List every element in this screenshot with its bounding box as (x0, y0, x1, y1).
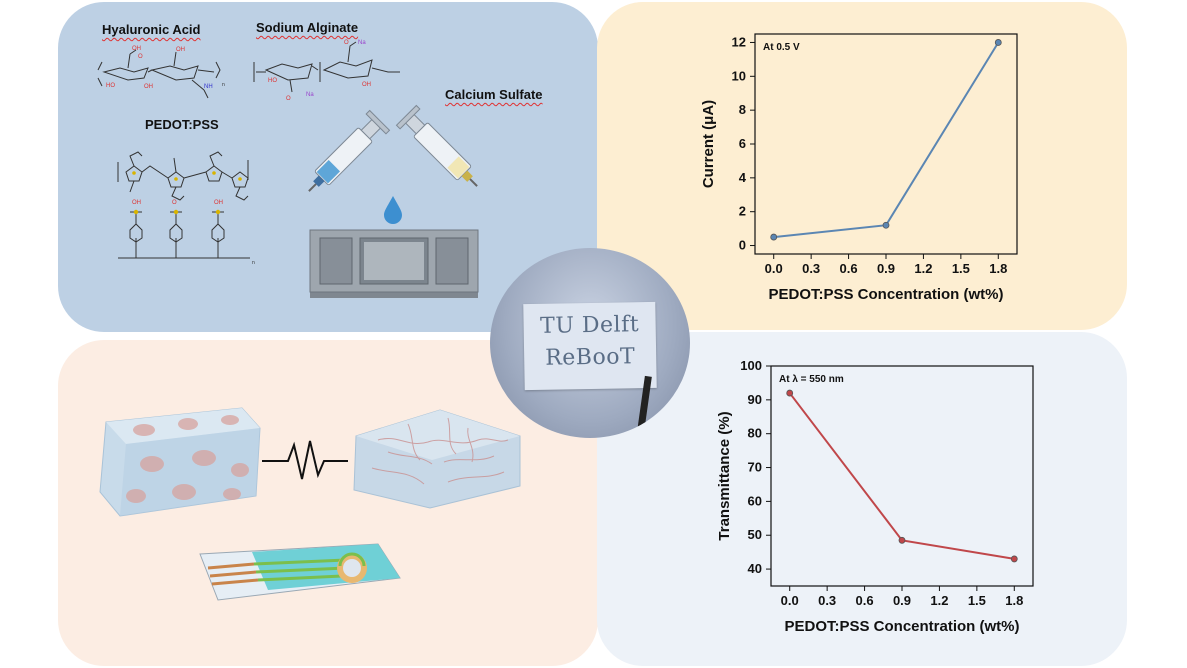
droplet-icon (384, 196, 402, 224)
svg-text:OH: OH (144, 84, 153, 90)
svg-text:O: O (286, 96, 291, 102)
svg-text:O: O (138, 54, 143, 60)
data-point (1010, 555, 1018, 563)
current-chart-panel (597, 2, 1127, 330)
x-tick-label: 0.3 (802, 261, 820, 276)
svg-text:OH: OH (132, 46, 141, 52)
data-point (770, 233, 778, 241)
svg-text:HO: HO (106, 83, 115, 89)
hydrogel-block-right (353, 409, 521, 509)
svg-text:OH: OH (132, 200, 141, 206)
svg-text:OH: OH (214, 200, 223, 206)
y-tick-label: 70 (748, 460, 762, 475)
electrode-sensor-icon (199, 543, 401, 601)
x-tick-label: 1.5 (968, 593, 986, 608)
x-tick-label: 0.0 (765, 261, 783, 276)
series-line (788, 392, 1015, 560)
syringe-left-icon (308, 109, 391, 192)
y-tick-label: 4 (739, 170, 747, 185)
svg-text:n: n (222, 82, 225, 88)
svg-text:n: n (252, 260, 255, 266)
label-pedot-pss: PEDOT:PSS (145, 117, 219, 132)
x-tick-label: 0.9 (877, 261, 895, 276)
svg-text:NH: NH (204, 84, 213, 90)
x-tick-label: 1.8 (989, 261, 1007, 276)
data-point (898, 536, 906, 544)
svg-text:O: O (172, 200, 177, 206)
transmittance-chart-panel (597, 332, 1127, 666)
chart-annotation: At 0.5 V (763, 42, 800, 53)
y-tick-label: 10 (732, 68, 746, 83)
hydrogel-sample: TU Delft ReBooT (523, 301, 657, 391)
sample-text-line1: TU Delft (539, 312, 640, 339)
data-point (882, 221, 890, 229)
x-tick-label: 0.0 (781, 593, 799, 608)
x-tick-label: 1.2 (914, 261, 932, 276)
label-sodium-alginate: Sodium Alginate (256, 20, 359, 35)
hydrogel-block-left (99, 407, 261, 517)
y-tick-label: 40 (748, 561, 762, 576)
x-tick-label: 1.5 (952, 261, 970, 276)
sample-photo: TU Delft ReBooT (490, 248, 690, 438)
svg-text:Na: Na (358, 40, 366, 46)
data-point (994, 39, 1002, 46)
y-tick-label: 80 (748, 426, 762, 441)
resistor-icon (262, 440, 348, 480)
y-tick-label: 100 (740, 358, 762, 373)
chart-annotation: At λ = 550 nm (779, 374, 844, 385)
y-tick-label: 50 (748, 527, 762, 542)
x-tick-label: 0.3 (818, 593, 836, 608)
y-axis-label: Transmittance (%) (716, 411, 733, 540)
svg-text:HO: HO (268, 78, 277, 84)
syringe-right-icon (395, 104, 478, 187)
current-chart: 0.0 0.3 0.6 0.9 1.2 1.5 1.8 0 2 4 6 8 10 12 PEDOT:PSS … (700, 33, 1018, 303)
x-axis-label: PEDOT:PSS Concentration (wt%) (784, 618, 1019, 635)
x-tick-label: 0.6 (840, 261, 858, 276)
y-tick-label: 90 (748, 392, 762, 407)
label-calcium-sulfate: Calcium Sulfate (445, 87, 543, 102)
sodium-alginate-structure: O Na HO O Na OH (253, 40, 400, 102)
pedot-pss-structure: OH O OH n (117, 151, 255, 266)
y-tick-label: 60 (748, 493, 762, 508)
plot-frame (754, 33, 1018, 255)
series-line (773, 41, 1000, 239)
x-tick-label: 1.2 (930, 593, 948, 608)
svg-text:Na: Na (306, 92, 314, 98)
plot-frame (770, 365, 1034, 587)
y-tick-label: 0 (739, 238, 746, 253)
mold-icon (309, 229, 479, 298)
hyaluronic-acid-structure: OH O OH NH OH HO n (97, 46, 225, 99)
y-tick-label: 8 (739, 102, 746, 117)
svg-text:OH: OH (176, 47, 185, 53)
sample-text-line2: ReBooT (545, 344, 636, 371)
data-point (786, 389, 794, 397)
x-axis-label: PEDOT:PSS Concentration (wt%) (768, 286, 1003, 303)
x-tick-label: 1.8 (1005, 593, 1023, 608)
transmittance-chart: 0.0 0.3 0.6 0.9 1.2 1.5 1.8 40 50 60 70 80 90 100 PEDO… (716, 358, 1034, 635)
y-tick-label: 2 (739, 204, 746, 219)
svg-text:O: O (344, 40, 349, 46)
label-hyaluronic-acid: Hyaluronic Acid (102, 22, 201, 37)
y-axis-label: Current (μA) (700, 100, 717, 188)
svg-text:OH: OH (362, 82, 371, 88)
y-tick-label: 6 (739, 136, 746, 151)
x-tick-label: 0.9 (893, 593, 911, 608)
x-tick-label: 0.6 (856, 593, 874, 608)
y-tick-label: 12 (732, 34, 746, 49)
